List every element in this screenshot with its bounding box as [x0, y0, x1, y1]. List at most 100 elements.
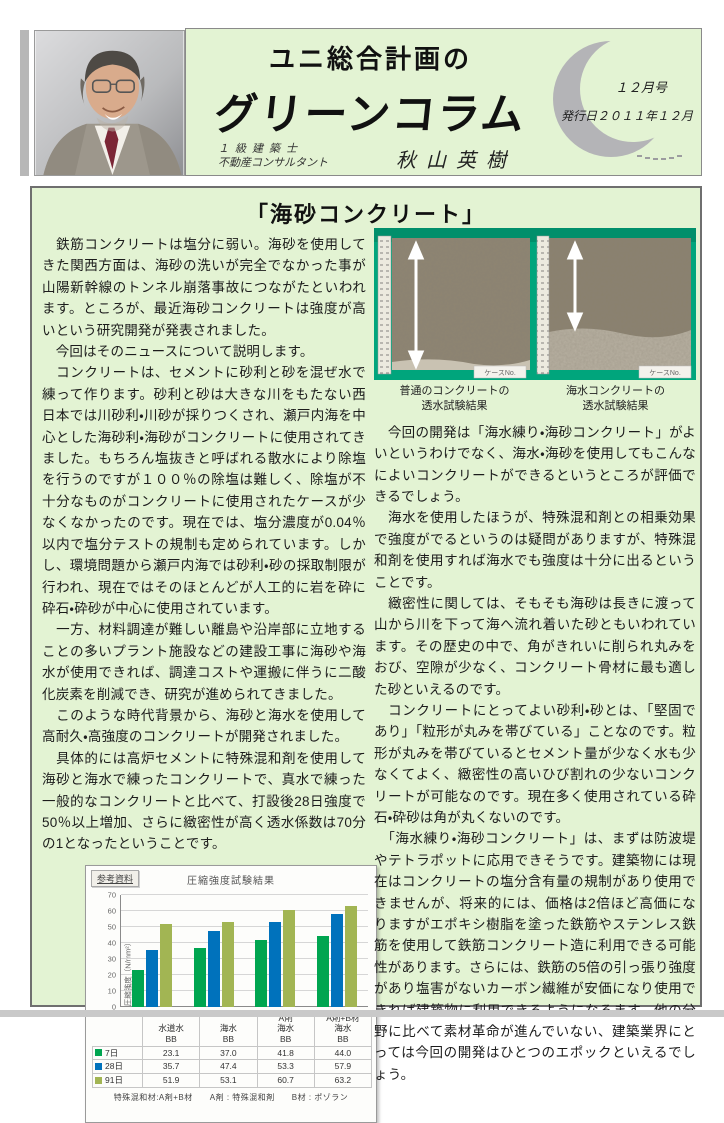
y-tick-label: 10 — [107, 986, 116, 996]
qualification-line1: １級建築士 — [218, 143, 303, 155]
paragraph: 鉄筋コンクリートは塩分に弱い。海砂を使用してきた関西方面は、海砂の洗いが完全でな… — [42, 237, 366, 338]
bar-28日 — [331, 914, 344, 1007]
paragraph: コンクリートにとってよい砂利・砂とは、「堅固であり」「粒形が丸みを帯びている」こ… — [374, 702, 696, 825]
chart-footnote: 特殊混和材:A剤+B材 A剤 : 特殊混和剤 B材 : ポゾラン — [113, 1092, 349, 1102]
chart-title: 圧縮強度試験結果 — [187, 875, 275, 887]
value-cell: 57.9 — [313, 1059, 373, 1074]
bar-group — [245, 895, 307, 1007]
legend-swatch-icon — [95, 1076, 102, 1084]
qualification-line2: 不動産コンサルタント — [218, 156, 328, 169]
chart-bars-area — [120, 893, 368, 1007]
article-left-column: 鉄筋コンクリートは塩分に弱い。海砂を使用してきた関西方面は、海砂の洗いが完全でな… — [42, 234, 377, 1123]
page-bottom-edge — [0, 1010, 724, 1017]
y-tick-label: 0 — [111, 1002, 116, 1012]
bar-7日 — [193, 947, 206, 1007]
paragraph: 一方、材料調達が難しい離島や沿岸部に立地することの多いプラント施設などの建設工事… — [42, 622, 366, 702]
newsletter-header: ユニ総合計画の グリーンコラム １級建築士 不動産コンサルタント 秋山英樹 １２… — [185, 28, 702, 176]
publish-date: 発行日２０１１年１２月 — [560, 109, 693, 123]
gridline — [121, 973, 368, 975]
gridline — [121, 941, 368, 943]
value-cell: 63.2 — [313, 1072, 373, 1088]
permeability-test-photos: ケースNo. ケースNo. — [374, 228, 696, 380]
value-cell: 53.3 — [256, 1059, 315, 1074]
legend-label: 7日 — [105, 1047, 119, 1058]
article-right-column: ケースNo. ケースNo. 普通 — [374, 228, 696, 1085]
y-tick-label: 70 — [107, 890, 116, 900]
article-title: 「海砂コンクリート」 — [245, 202, 486, 227]
y-tick-label: 30 — [107, 954, 116, 964]
bar-7日 — [131, 969, 144, 1007]
y-tick-label: 40 — [107, 938, 116, 948]
y-tick-label: 20 — [107, 970, 116, 980]
gridline — [121, 1005, 368, 1007]
caption-normal-concrete: 普通のコンクリートの 透水試験結果 — [399, 385, 510, 412]
paragraph: コンクリートは、セメントに砂利と砂を混ぜ水で練って作ります。砂利と砂は大きな川を… — [42, 365, 366, 616]
author-name: 秋山英樹 — [396, 150, 516, 172]
compressive-strength-chart: 参考資料 圧縮強度試験結果 圧縮強度（N/mm²） 0 10 20 30 40 50 60 7… — [85, 864, 377, 1123]
value-cell: 60.7 — [256, 1072, 315, 1088]
chart-y-ticks: 0 10 20 30 40 50 60 70 — [100, 890, 118, 1011]
gridline — [121, 893, 368, 895]
chart-reference-badge: 参考資料 — [91, 869, 140, 887]
series-row: 7日 23.1 37.0 41.8 44.0 — [92, 1045, 373, 1061]
paragraph: このような時代背景から、海砂と海水を使用して高耐久・高強度のコンクリートが開発さ… — [42, 707, 366, 745]
paragraph: 緻密性に関しては、そもそも海砂は長きに渡って山から川を下って海へ流れ着いた砂とも… — [374, 595, 696, 697]
bar-group — [183, 895, 245, 1007]
bar-91日 — [221, 921, 234, 1007]
gridline — [121, 989, 368, 991]
chart-data-table: 水道水 BB 海水 BB A剤 海水 BB A剤+B材 海水 BB 7日 23.1 37.0 41.8 44… — [92, 1010, 373, 1088]
value-cell: 35.7 — [141, 1059, 201, 1074]
newsletter-title: グリーンコラム — [211, 91, 529, 139]
legend-swatch-icon — [95, 1049, 102, 1057]
paragraph: 具体的には高炉セメントに特殊混和剤を使用して海砂と海水で練ったコンクリートで、真… — [42, 750, 366, 852]
paragraph: 今回の開発は「海水練り・海砂コンクリート」がよいというわけでなく、海水・海砂を使… — [374, 424, 696, 504]
value-cell: 23.1 — [141, 1045, 201, 1061]
bar-7日 — [317, 936, 330, 1007]
page-edge-shadow — [20, 30, 29, 176]
series-row: 28日 35.7 47.4 53.3 57.9 — [92, 1059, 373, 1074]
photo-captions: 普通のコンクリートの 透水試験結果 海水コンクリートの 透水試験結果 — [374, 384, 696, 414]
case-number-label: ケースNo. — [484, 369, 516, 377]
value-cell: 37.0 — [199, 1045, 258, 1061]
value-cell: 41.8 — [256, 1045, 315, 1061]
value-cell: 44.0 — [313, 1045, 373, 1061]
issue-label: １２月号 — [614, 80, 667, 95]
crescent-moon-icon — [553, 36, 686, 160]
legend-label: 28日 — [105, 1061, 123, 1072]
left-paragraphs: 鉄筋コンクリートは塩分に弱い。海砂を使用してきた関西方面は、海砂の洗いが完全でな… — [42, 234, 366, 855]
article-panel: 「海砂コンクリート」 鉄筋コンクリートは塩分に弱い。海砂を使用してきた関西方面は… — [30, 186, 702, 1123]
case-number-label: ケースNo. — [649, 369, 681, 377]
author-portrait-photo — [34, 30, 185, 176]
bar-group — [306, 895, 368, 1007]
value-cell: 53.1 — [199, 1072, 258, 1088]
gridline — [121, 909, 368, 911]
author-qualifications: １級建築士 不動産コンサルタント — [218, 143, 328, 171]
paragraph: 海水を使用したほうが、特殊混和剤との相乗効果で強度がでるというのは疑問があります… — [374, 510, 696, 590]
right-paragraphs: 今回の開発は「海水練り・海砂コンクリート」がよいというわけでなく、海水・海砂を使… — [374, 422, 696, 1086]
newsletter-owner: ユニ総合計画の — [268, 44, 472, 74]
chart-plot-area: 圧縮強度（N/mm²） 0 10 20 30 40 50 60 70 — [108, 890, 368, 1011]
bar-91日 — [345, 905, 358, 1007]
bar-91日 — [283, 909, 296, 1007]
legend-swatch-icon — [95, 1063, 102, 1071]
bar-91日 — [159, 923, 172, 1007]
bar-28日 — [145, 949, 158, 1007]
seawater-concrete-photo: ケースNo. — [535, 228, 696, 380]
y-tick-label: 50 — [107, 922, 116, 932]
value-cell: 47.4 — [199, 1059, 258, 1074]
y-tick-label: 60 — [107, 906, 116, 916]
gridline — [121, 957, 368, 959]
series-row: 91日 51.9 53.1 60.7 63.2 — [92, 1072, 373, 1088]
caption-seawater-concrete: 海水コンクリートの 透水試験結果 — [566, 385, 665, 412]
value-cell: 51.9 — [141, 1072, 201, 1088]
gridline — [121, 925, 368, 927]
bar-7日 — [255, 939, 268, 1007]
normal-concrete-photo: ケースNo. — [374, 228, 535, 380]
bar-28日 — [207, 930, 220, 1007]
author-portrait-illustration — [35, 31, 184, 175]
paragraph: 今回はそのニュースについて説明します。 — [42, 344, 314, 360]
paragraph: 「海水練り・海砂コンクリート」は、まずは防波堤やテトラポットに応用できそうです。… — [374, 831, 696, 1082]
bar-group — [121, 895, 183, 1007]
legend-label: 91日 — [105, 1074, 123, 1085]
bar-28日 — [269, 921, 282, 1007]
